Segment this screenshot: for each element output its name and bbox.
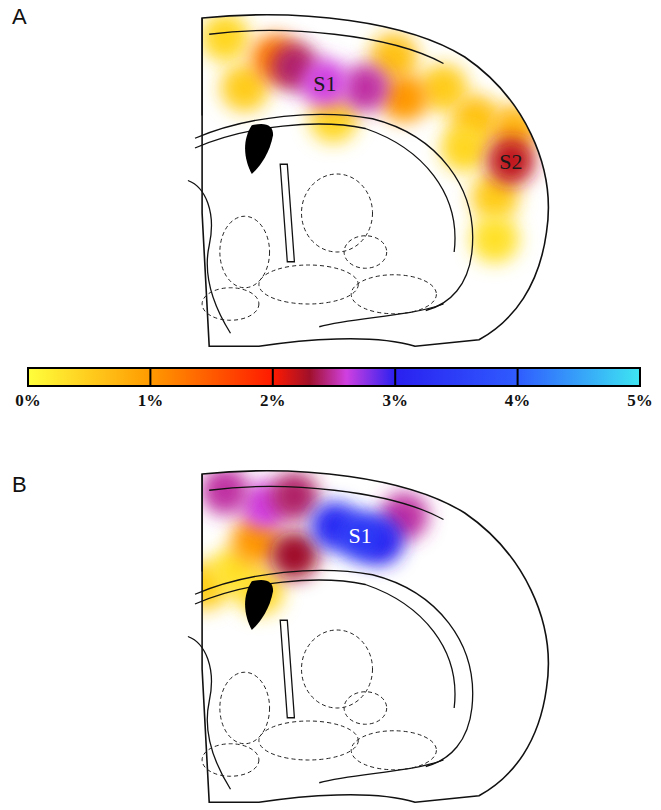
atlas — [188, 471, 548, 802]
colorbar-tick — [639, 368, 641, 386]
heat-blob — [201, 14, 249, 62]
atlas-structure — [344, 236, 387, 269]
heat-blob — [301, 59, 349, 107]
atlas-structure — [344, 692, 387, 725]
colorbar-ramp — [28, 368, 640, 386]
brain-outline — [202, 471, 548, 802]
colorbar-tick-label: 4% — [505, 391, 531, 410]
colorbar: 0% 1% 2% 3% 4% 5% — [15, 368, 653, 410]
ventricle — [245, 124, 273, 174]
atlas-structure — [351, 275, 436, 314]
atlas-structure — [202, 288, 259, 321]
atlas-structure — [202, 744, 259, 777]
heat-blob — [487, 137, 535, 185]
heat-layer — [201, 14, 538, 264]
colorbar-tick-label: 0% — [15, 391, 41, 410]
colorbar-tick — [517, 368, 519, 386]
heat-blob — [441, 124, 489, 172]
atlas-structure — [259, 265, 358, 304]
atlas-line — [319, 304, 443, 327]
atlas-line — [195, 580, 455, 708]
atlas-line — [195, 124, 455, 252]
figure: S1 S2 A S1 B 0% 1% 2% 3% 4% 5% — [0, 0, 661, 810]
atlas-structure — [259, 721, 358, 760]
atlas-structure — [351, 731, 436, 770]
panel: S1 S2 — [188, 14, 548, 347]
panel-letter: B — [12, 472, 27, 497]
atlas-line — [201, 18, 202, 116]
heat-blob — [341, 64, 389, 112]
atlas-line — [188, 637, 231, 790]
region-label: S1 — [313, 71, 336, 96]
atlas-structure — [220, 672, 270, 744]
colorbar-tick — [272, 368, 274, 386]
colorbar-tick — [27, 368, 29, 386]
ventricle — [245, 580, 273, 630]
region-label: S1 — [348, 523, 371, 548]
atlas-structure — [220, 216, 270, 288]
atlas-line — [209, 31, 443, 64]
region-label: S2 — [499, 149, 522, 174]
atlas — [188, 15, 548, 346]
atlas-line — [195, 570, 473, 766]
atlas-line — [188, 181, 231, 334]
colorbar-tick-label: 2% — [260, 391, 286, 410]
atlas-line — [319, 760, 443, 783]
colorbar-tick — [394, 368, 396, 386]
atlas-line — [280, 620, 294, 718]
atlas-line — [201, 474, 202, 572]
colorbar-tick-label: 3% — [382, 391, 408, 410]
heat-blob — [270, 531, 318, 579]
atlas-line — [195, 114, 473, 310]
brain-outline — [202, 15, 548, 346]
atlas-line — [209, 487, 443, 520]
heat-blob — [336, 512, 384, 560]
colorbar-tick-label: 5% — [627, 391, 653, 410]
heat-blob — [270, 472, 318, 520]
atlas-line — [280, 164, 294, 262]
panel: S1 — [181, 467, 548, 802]
panel-letter: A — [12, 4, 27, 29]
colorbar-tick — [149, 368, 151, 386]
heat-blob — [471, 215, 519, 263]
colorbar-tick-label: 1% — [138, 391, 164, 410]
atlas-structure — [302, 174, 373, 252]
atlas-structure — [302, 630, 373, 708]
